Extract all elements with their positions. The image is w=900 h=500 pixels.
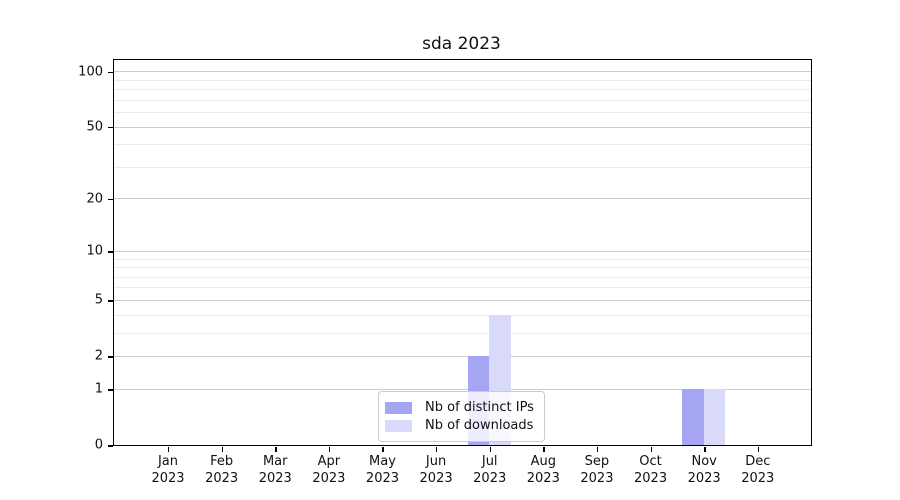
y-axis-tick-mark [108, 389, 113, 391]
gridline-minor [114, 258, 811, 260]
x-axis-tick-label: Apr 2023 [312, 454, 346, 486]
x-axis-tick-mark [436, 446, 438, 452]
y-axis-tick-mark [108, 356, 113, 358]
y-axis-tick-mark [108, 300, 113, 302]
gridline-major [114, 126, 811, 128]
y-axis-tick-mark [108, 126, 113, 129]
plot-area [113, 59, 812, 446]
gridline-major [114, 388, 811, 390]
x-axis-tick-mark [221, 446, 224, 452]
gridline-minor [114, 89, 811, 91]
x-axis-tick-mark [543, 446, 545, 452]
gridline-minor [114, 144, 811, 146]
x-axis-tick-mark [757, 446, 760, 452]
gridline-minor [114, 112, 811, 114]
x-axis-tick-mark [275, 446, 277, 452]
y-axis-tick-label: 2 [94, 348, 103, 364]
legend-swatch-distinct-ips [385, 401, 412, 414]
y-axis-tick-label: 10 [86, 243, 103, 259]
y-axis-tick-label: 100 [78, 64, 103, 80]
x-axis-tick-label: Jan 2023 [151, 454, 185, 486]
x-axis-tick-label: Dec 2023 [741, 454, 775, 486]
x-axis-tick-mark [650, 446, 652, 452]
legend-item-distinct-ips: Nb of distinct IPs [385, 399, 534, 416]
gridline-minor [114, 276, 811, 278]
y-axis-tick-label: 50 [86, 119, 103, 135]
x-axis-tick-label: Sep 2023 [580, 454, 614, 486]
gridline-major [114, 250, 811, 252]
gridline-major [114, 356, 811, 358]
x-axis-tick-mark [596, 446, 599, 452]
legend: Nb of distinct IPs Nb of downloads [378, 391, 545, 442]
gridline-minor [114, 332, 811, 334]
gridline-major [114, 71, 811, 73]
y-axis-tick-mark [108, 71, 113, 73]
chart-title: sda 2023 [422, 34, 501, 54]
legend-item-downloads: Nb of downloads [385, 417, 534, 434]
x-axis-tick-mark [489, 446, 492, 452]
gridline-major [114, 299, 811, 301]
x-axis-tick-label: Jul 2023 [473, 454, 507, 486]
legend-label-distinct-ips: Nb of distinct IPs [425, 400, 534, 415]
x-axis-tick-label: Jun 2023 [419, 454, 453, 486]
y-axis-tick-mark [108, 198, 113, 201]
bar-downloads [703, 388, 726, 445]
x-axis-tick-mark [382, 446, 384, 452]
gridline-minor [114, 99, 811, 101]
y-axis-tick-mark [108, 445, 113, 447]
y-axis-tick-mark [108, 251, 113, 253]
x-axis-tick-label: Feb 2023 [205, 454, 239, 486]
gridline-minor [114, 287, 811, 289]
gridline-minor [114, 314, 811, 316]
y-axis-tick-label: 0 [94, 437, 103, 453]
gridline-minor [114, 267, 811, 269]
legend-swatch-downloads [385, 419, 412, 432]
y-axis-tick-label: 1 [94, 381, 103, 397]
gridline-minor [114, 79, 811, 81]
gridline-minor [114, 166, 811, 168]
x-axis-tick-label: May 2023 [365, 454, 400, 486]
x-axis-tick-mark [328, 446, 331, 452]
x-axis-tick-label: Aug 2023 [526, 454, 560, 486]
x-axis-tick-label: Oct 2023 [634, 454, 668, 486]
y-axis-tick-label: 20 [86, 191, 103, 207]
y-axis-tick-label: 5 [94, 292, 103, 308]
x-axis-tick-mark [704, 446, 706, 452]
x-axis-tick-label: Mar 2023 [258, 454, 292, 486]
x-axis-tick-mark [168, 446, 170, 452]
x-axis-tick-label: Nov 2023 [687, 454, 721, 486]
legend-label-downloads: Nb of downloads [425, 418, 534, 433]
gridline-major [114, 198, 811, 200]
bar-distinct-ips [682, 388, 704, 445]
